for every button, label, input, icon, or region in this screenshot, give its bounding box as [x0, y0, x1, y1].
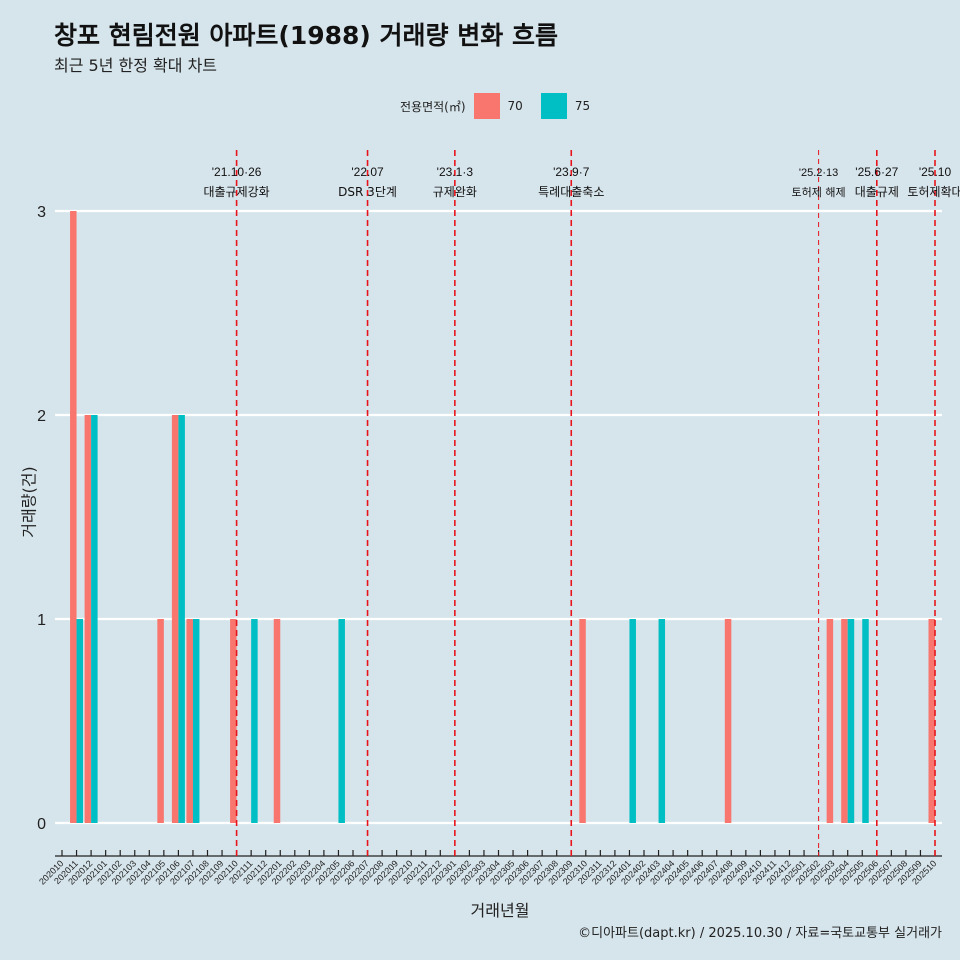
bar-75-202012 — [91, 415, 98, 823]
legend-title: 전용면적(㎡) — [400, 99, 466, 114]
event-label: 토허제 해제 — [792, 185, 846, 199]
bar-70-202107 — [186, 619, 193, 823]
event-label: 규제완화 — [433, 185, 477, 199]
chart-subtitle: 최근 5년 한정 확대 차트 — [54, 56, 218, 75]
bar-70-202011 — [70, 211, 77, 823]
legend-label-70: 70 — [507, 99, 523, 113]
bar-70-202310 — [579, 619, 586, 823]
bar-70-202106 — [171, 415, 179, 823]
legend-swatch-70 — [473, 93, 500, 119]
bar-75-202107 — [192, 619, 200, 823]
bar-75-202205 — [338, 619, 345, 823]
event-date: '25.2·13 — [799, 167, 838, 179]
event-date: '25.10 — [919, 165, 952, 179]
event-label: 특례대출축소 — [538, 185, 604, 199]
event-label: 대출규제강화 — [203, 185, 269, 199]
event-date: '23.9·7 — [553, 165, 590, 179]
bar-75-202401 — [629, 619, 636, 823]
legend-label-75: 75 — [574, 99, 591, 113]
bar-75-202505 — [862, 619, 869, 823]
bar-75-202111 — [251, 619, 258, 823]
y-tick-label: 2 — [37, 408, 46, 425]
x-axis-label: 거래년월 — [470, 901, 530, 920]
event-date: '25.6·27 — [855, 165, 898, 179]
bar-70-202408 — [724, 619, 732, 823]
bar-70-202110 — [230, 619, 237, 823]
bar-70-202504 — [841, 619, 848, 823]
bar-70-202201 — [273, 619, 281, 823]
event-date: '21.10·26 — [212, 165, 262, 179]
bar-70-202503 — [826, 619, 834, 823]
event-date: '23.1·3 — [437, 165, 474, 179]
event-date: '22.07 — [351, 165, 384, 179]
bar-75-202011 — [76, 619, 84, 823]
event-label: 대출규제 — [855, 185, 899, 199]
y-tick-label: 3 — [37, 204, 46, 221]
y-axis-label: 거래량(건) — [19, 466, 39, 538]
legend-swatch-75 — [540, 93, 567, 119]
event-label: 토허제확대 — [907, 185, 960, 199]
chart-title: 창포 현림전원 아파트(1988) 거래량 변화 흐름 — [54, 21, 558, 50]
bar-70-202510 — [928, 619, 935, 823]
bar-75-202403 — [658, 619, 666, 823]
bar-75-202106 — [178, 415, 185, 823]
bar-75-202504 — [847, 619, 855, 823]
event-label: DSR 3단계 — [338, 185, 397, 199]
y-tick-label: 0 — [37, 816, 46, 833]
y-tick-label: 1 — [37, 612, 46, 629]
bar-70-202012 — [84, 415, 92, 823]
legend: 전용면적(㎡) 70 75 — [400, 93, 590, 119]
caption: ©디아파트(dapt.kr) / 2025.10.30 / 자료=국토교통부 실… — [578, 926, 942, 941]
bar-70-202105 — [157, 619, 164, 823]
